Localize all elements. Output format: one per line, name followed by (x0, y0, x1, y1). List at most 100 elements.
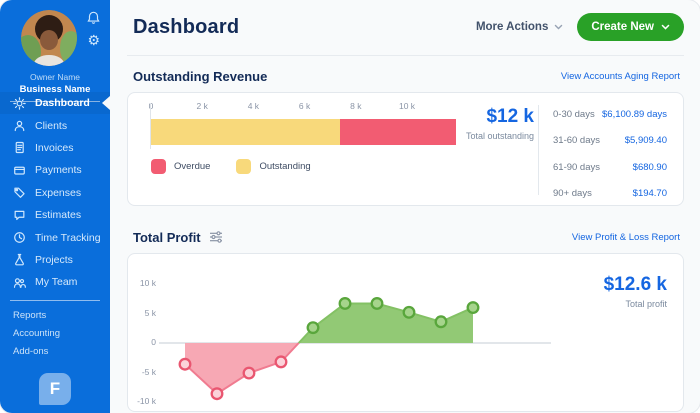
bell-icon[interactable] (87, 11, 100, 24)
total-outstanding-block: $12 k Total outstanding (414, 106, 534, 141)
bar-axis-tick: 4 k (247, 101, 260, 111)
profit-data-point (210, 387, 224, 401)
legend-swatch (151, 159, 166, 174)
sidebar-item-label: Dashboard (35, 97, 90, 110)
profit-axis-ticks: 10 k 5 k 0 -5 k -10 k (128, 254, 156, 411)
total-profit-value: $12.6 k (603, 274, 667, 295)
profit-data-point (402, 305, 416, 319)
bar-axis-ticks: 0 2 k 4 k 6 k 8 k 10 k (128, 101, 683, 113)
sidebar-item-time-tracking[interactable]: Time Tracking (0, 226, 110, 248)
chevron-down-icon (661, 24, 670, 30)
bar-axis-tick: 2 k (196, 101, 208, 111)
create-new-button[interactable]: Create New (577, 13, 684, 41)
legend-swatch (236, 159, 252, 174)
sidebar-item-label: Payments (35, 164, 82, 177)
bar-legend: Overdue Outstanding (151, 159, 311, 174)
total-profit-block: $12.6 k Total profit (604, 274, 667, 309)
profit-data-point (466, 301, 480, 315)
legend-item-outstanding: Outstanding (236, 159, 311, 174)
sidebar-nav: Dashboard Clients Invoices Payments Expenses… (0, 92, 110, 294)
page-title: Dashboard (133, 16, 240, 38)
more-actions-button[interactable]: More Actions (476, 21, 563, 33)
bar-segment-outstanding (151, 119, 341, 145)
outstanding-revenue-card: 0 2 k 4 k 6 k 8 k 10 k Overdue Outstanding $12… (127, 92, 684, 206)
aging-value-link[interactable]: $194.70 (632, 188, 667, 200)
sidebar-item-expenses[interactable]: Expenses (0, 182, 110, 204)
aging-label: 0-30 days (553, 108, 595, 120)
sidebar-item-label: Projects (35, 253, 73, 266)
bar-axis-tick: 8 k (350, 101, 362, 111)
clients-icon (13, 119, 26, 132)
time-tracking-icon (13, 231, 26, 244)
sidebar: ⚙ Owner Name Business Name Dashboard Clie… (0, 0, 110, 413)
total-profit-header: Total Profit View Profit & Loss Report (133, 227, 680, 247)
vertical-divider (538, 105, 539, 195)
avatar-photo (21, 10, 77, 66)
business-name: Business Name (19, 84, 91, 95)
freshbooks-logo-letter: F (49, 379, 61, 398)
sidebar-divider (10, 300, 100, 301)
header-divider (127, 55, 684, 56)
aging-value-link[interactable]: $6,100.89 days (602, 108, 667, 120)
profit-axis-tick: 10 k (139, 278, 156, 288)
create-new-label: Create New (591, 21, 654, 33)
bar-axis-tick: 0 (148, 101, 154, 111)
view-accounts-aging-report-link[interactable]: View Accounts Aging Report (560, 70, 680, 82)
bar-axis-tick: 6 k (298, 101, 311, 111)
chevron-down-icon (554, 24, 563, 30)
legend-item-overdue: Overdue (151, 159, 210, 174)
sidebar-item-label: My Team (35, 276, 78, 289)
profit-filter-button[interactable] (209, 231, 223, 243)
total-profit-label: Total profit (625, 299, 667, 309)
aging-value-link[interactable]: $5,909.40 (624, 135, 667, 147)
total-outstanding-label: Total outstanding (465, 131, 534, 141)
sidebar-item-reports[interactable]: Reports (13, 309, 47, 321)
sidebar-item-clients[interactable]: Clients (0, 114, 110, 136)
profit-data-point (338, 297, 352, 310)
payments-icon (13, 164, 26, 177)
view-profit-loss-report-link[interactable]: View Profit & Loss Report (571, 231, 680, 243)
sidebar-item-projects[interactable]: Projects (0, 249, 110, 271)
bar-axis-tick: 10 k (398, 101, 416, 111)
avatar[interactable] (21, 10, 77, 66)
legend-label: Overdue (174, 161, 211, 172)
sidebar-item-invoices[interactable]: Invoices (0, 137, 110, 159)
sidebar-item-estimates[interactable]: Estimates (0, 204, 110, 226)
profit-axis-tick: -5 k (141, 366, 156, 377)
invoices-icon (13, 141, 26, 154)
legend-label: Outstanding (259, 161, 311, 172)
aging-row: 31-60 days $5,909.40 (553, 128, 667, 155)
sidebar-item-dashboard[interactable]: Dashboard (0, 92, 110, 115)
sidebar-item-payments[interactable]: Payments (0, 159, 110, 181)
estimates-icon (13, 209, 26, 222)
more-actions-label: More Actions (475, 21, 549, 33)
sidebar-item-accounting[interactable]: Accounting (13, 327, 61, 339)
sidebar-item-add-ons[interactable]: Add-ons (13, 345, 49, 357)
profit-chart (159, 297, 551, 401)
aging-label: 31-60 days (553, 135, 601, 147)
profit-axis-tick: 5 k (144, 307, 156, 318)
header-actions: More Actions Create New (476, 13, 684, 41)
aging-label: 90+ days (553, 188, 592, 200)
total-profit-card: 10 k 5 k 0 -5 k -10 k $12.6 k Total profit (127, 253, 684, 412)
profit-axis-tick: -10 k (137, 396, 156, 406)
bar-axis-line (150, 103, 151, 149)
aging-label: 61-90 days (553, 161, 601, 173)
freshbooks-logo: F (39, 373, 71, 405)
outstanding-revenue-title: Outstanding Revenue (133, 68, 268, 84)
total-outstanding-value: $12 k (486, 106, 534, 127)
sidebar-item-label: Invoices (35, 141, 74, 154)
profit-axis-tick: 0 (151, 337, 156, 347)
gear-icon[interactable]: ⚙ (87, 32, 100, 48)
aging-list: 0-30 days $6,100.89 days 31-60 days $5,909.… (553, 101, 667, 207)
profit-data-point (178, 357, 192, 371)
sliders-icon (209, 231, 222, 243)
main-content: Dashboard More Actions Create New (110, 0, 700, 413)
aging-value-link[interactable]: $680.90 (632, 161, 667, 173)
outstanding-revenue-header: Outstanding Revenue View Accounts Aging … (133, 66, 680, 86)
aging-row: 61-90 days $680.90 (553, 154, 667, 181)
sidebar-item-my-team[interactable]: My Team (0, 271, 110, 293)
projects-icon (13, 253, 26, 266)
sidebar-item-label: Clients (35, 119, 68, 132)
